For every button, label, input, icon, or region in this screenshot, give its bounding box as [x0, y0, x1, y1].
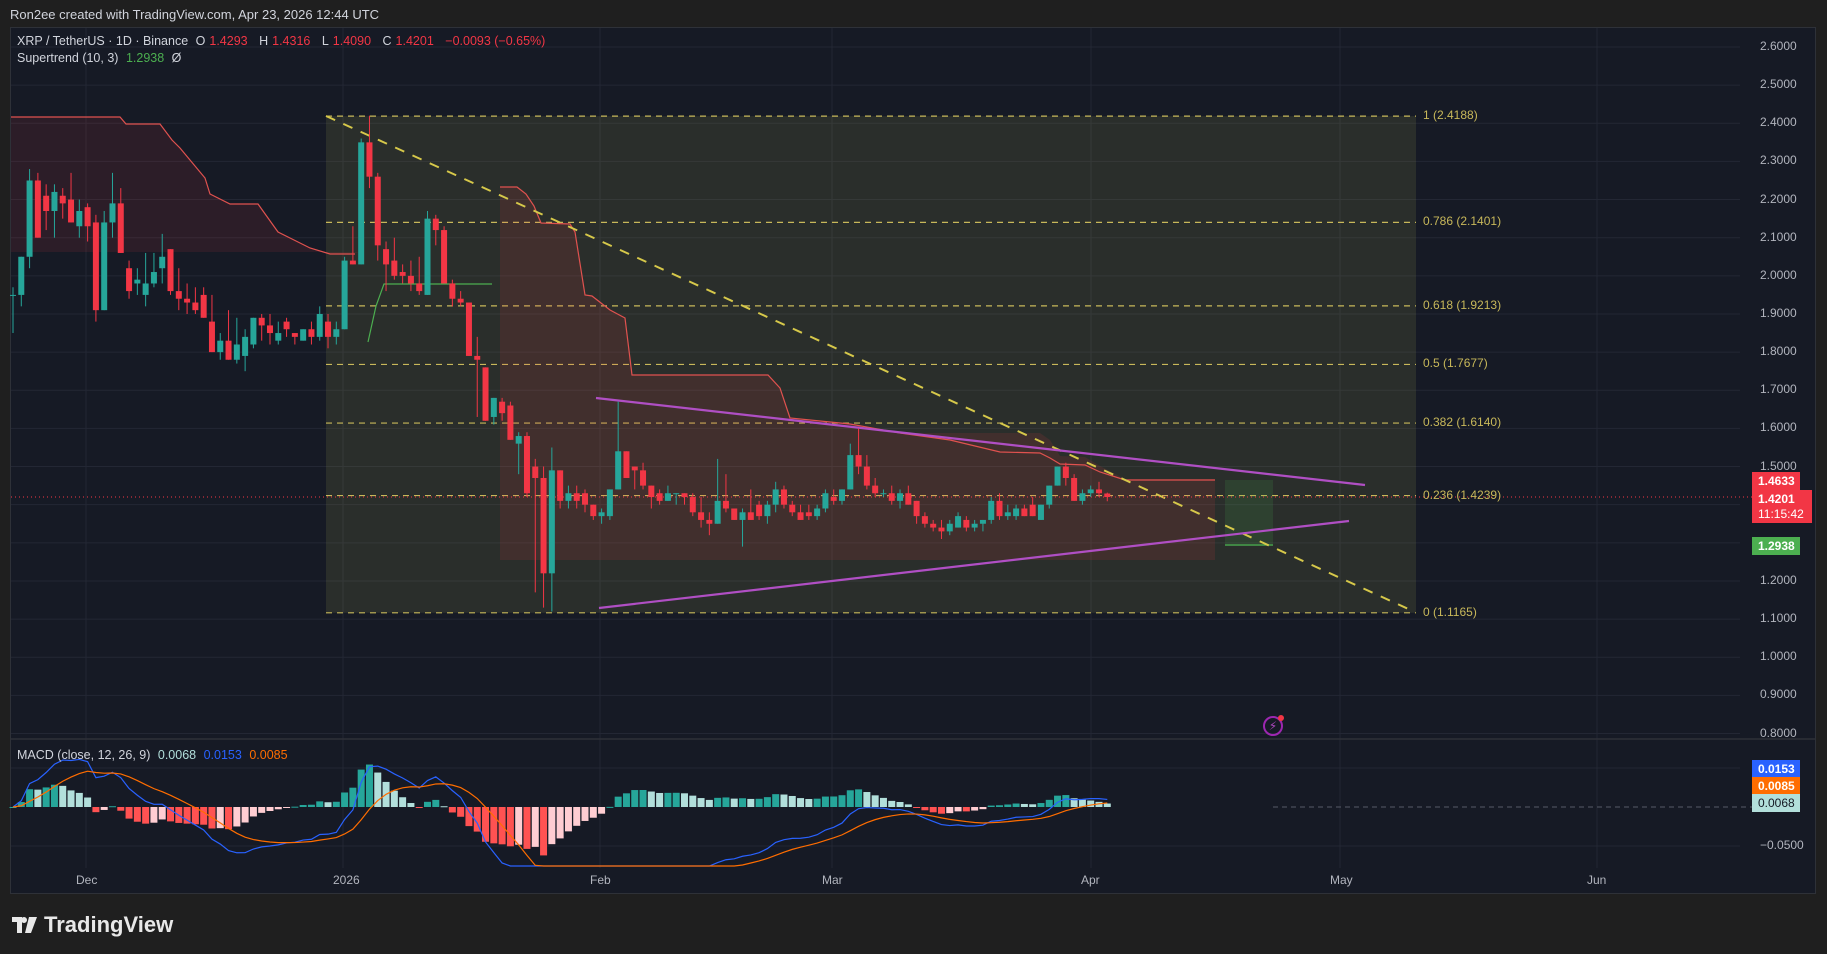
tradingview-logo: TradingView: [12, 912, 173, 938]
price-axis-label: 1.0000: [1760, 649, 1797, 664]
fib-level-label: 0.786 (2.1401): [1423, 214, 1502, 229]
price-axis-label: 1.1000: [1760, 611, 1797, 626]
supertrend-legend[interactable]: Supertrend (10, 3) 1.2938 Ø: [17, 51, 185, 65]
ohlc-high: H 1.4316: [259, 34, 311, 48]
tradingview-logo-icon: [12, 917, 37, 933]
supertrend-label: Supertrend (10, 3): [17, 51, 119, 65]
price-axis-label: 1.7000: [1760, 382, 1797, 397]
high-marker-tag: 1.4633: [1752, 472, 1800, 490]
last-price-tag: 1.4201: [1752, 490, 1812, 508]
price-axis-label: 1.8000: [1760, 344, 1797, 359]
price-axis-label: 1.9000: [1760, 305, 1797, 320]
price-axis-label: 0.9000: [1760, 687, 1797, 702]
time-axis-label: 2026: [333, 873, 360, 887]
time-axis-label: Dec: [76, 873, 98, 887]
price-axis-label: 2.3000: [1760, 153, 1797, 168]
credit-line: Ron2ee created with TradingView.com, Apr…: [10, 7, 380, 22]
price-axis-label: 2.0000: [1760, 267, 1797, 282]
symbol-name[interactable]: XRP / TetherUS · 1D · Binance: [17, 34, 189, 48]
fib-level-label: 0 (1.1165): [1423, 604, 1477, 619]
price-axis-label: 2.6000: [1760, 39, 1797, 53]
fib-level-label: 0.382 (1.6140): [1423, 415, 1502, 430]
macd-label: MACD (close, 12, 26, 9): [17, 748, 151, 762]
time-axis-label: Jun: [1587, 873, 1607, 887]
macd-line-tag: 0.0153: [1752, 760, 1800, 778]
price-axis-label: 1.6000: [1760, 420, 1797, 435]
macd-axis-label: −0.0500: [1760, 838, 1804, 852]
price-change: −0.0093 (−0.65%): [445, 34, 546, 48]
supertrend-na-icon: Ø: [171, 51, 182, 65]
price-axis-label: 2.4000: [1760, 115, 1797, 130]
fib-level-label: 0.5 (1.7677): [1423, 356, 1488, 371]
ohlc-close: C 1.4201: [382, 34, 434, 48]
price-axis-label: 2.1000: [1760, 229, 1797, 244]
supertrend-tag: 1.2938: [1752, 537, 1800, 555]
logo-text: TradingView: [44, 912, 174, 937]
macd-hist-value: 0.0068: [157, 748, 197, 762]
fib-level-label: 1 (2.4188): [1423, 108, 1478, 123]
fib-level-label: 0.236 (1.4239): [1423, 487, 1502, 502]
macd-line-value: 0.0153: [203, 748, 242, 762]
fib-level-label: 0.618 (1.9213): [1423, 297, 1502, 312]
time-axis-label: May: [1330, 873, 1353, 887]
price-axis-label: 0.8000: [1760, 725, 1797, 740]
time-axis-label: Feb: [590, 873, 611, 887]
chart-frame[interactable]: [10, 27, 1816, 894]
price-axis-label: 2.5000: [1760, 77, 1797, 92]
supertrend-value: 1.2938: [125, 51, 165, 65]
ohlc-open: O 1.4293: [195, 34, 248, 48]
macd-legend[interactable]: MACD (close, 12, 26, 9) 0.0068 0.0153 0.…: [17, 748, 292, 762]
price-axis-label: 1.2000: [1760, 572, 1797, 587]
countdown-tag: 11:15:42: [1752, 505, 1812, 523]
ohlc-low: L 1.4090: [321, 34, 372, 48]
time-axis-label: Mar: [822, 873, 843, 887]
signal-line-tag: 0.0085: [1752, 777, 1800, 795]
price-axis-label: 2.2000: [1760, 191, 1797, 206]
time-axis-label: Apr: [1081, 873, 1100, 887]
lightning-icon[interactable]: ⚡: [1263, 715, 1284, 736]
histogram-tag: 0.0068: [1752, 794, 1800, 812]
macd-signal-value: 0.0085: [249, 748, 288, 762]
price-axis-label: 1.5000: [1760, 458, 1797, 473]
